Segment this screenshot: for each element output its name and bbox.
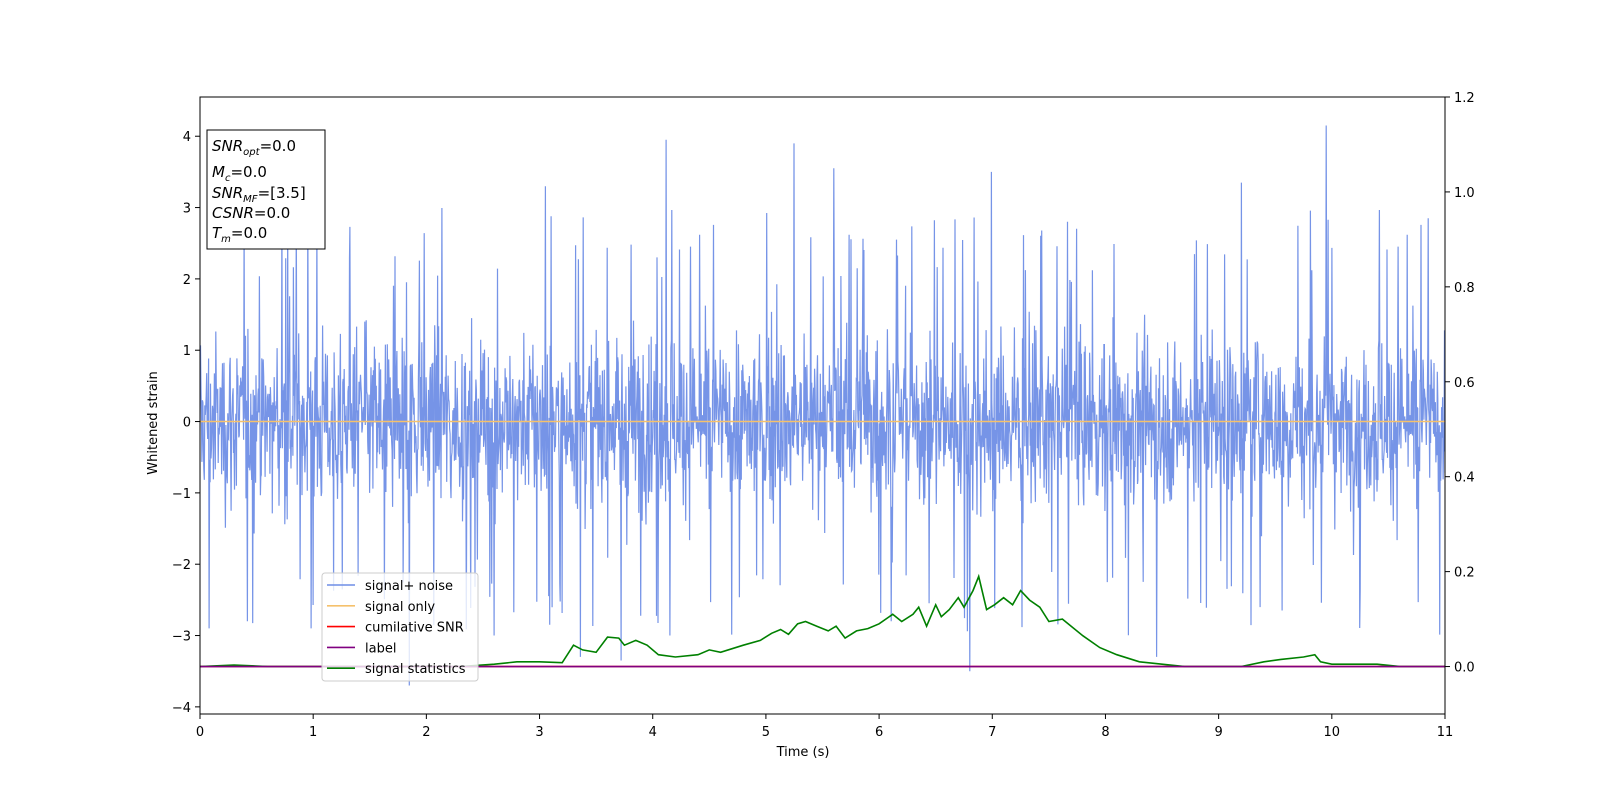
y-axis-label: Whitened strain	[146, 371, 161, 474]
y2-tick-label: 0.4	[1454, 471, 1475, 486]
x-tick-label: 11	[1437, 725, 1454, 740]
x-tick-label: 5	[762, 725, 770, 740]
x-tick-label: 7	[988, 725, 996, 740]
legend-entry-label: label	[365, 641, 396, 656]
legend-entry-label: signal+ noise	[365, 579, 453, 594]
x-tick-label: 1	[309, 725, 317, 740]
legend-entry-label: cumilative SNR	[365, 621, 464, 636]
y2-tick-label: 1.0	[1454, 186, 1475, 201]
y2-tick-label: 0.6	[1454, 376, 1475, 391]
y2-tick-label: 0.0	[1454, 661, 1475, 676]
axes-frame	[199, 96, 1446, 715]
stats-mc: Mc=0.0	[212, 163, 267, 184]
y-tick-label: −3	[172, 630, 191, 645]
legend: signal+ noise signal only cumilative SNR la…	[321, 572, 479, 682]
stats-box: SNRopt=0.0 Mc=0.0 SNRMF=[3.5] CSNR=0.0 T…	[206, 129, 326, 250]
y-tick-label: −1	[172, 487, 191, 502]
x-tick-label: 4	[649, 725, 657, 740]
x-tick-label: 8	[1101, 725, 1109, 740]
legend-entry-label: signal statistics	[365, 662, 466, 677]
x-tick-label: 0	[196, 725, 204, 740]
series-signal-noise-line	[200, 125, 1445, 686]
y-tick-label: −2	[172, 558, 191, 573]
y-tick-label: −4	[172, 701, 191, 716]
x-tick-label: 3	[535, 725, 543, 740]
stats-snr-opt: SNRopt=0.0	[212, 137, 296, 158]
axes: 0 1 2 3 4 5 6 7 8 9 10 11 −4 −3 −2 −1 0 1 2 3 4 0.0 0.2 0.4 0.6 0…	[172, 91, 1475, 740]
y-tick-label: 0	[183, 416, 191, 431]
stats-snr-mf: SNRMF=[3.5]	[212, 184, 306, 205]
stats-csnr: CSNR=0.0	[212, 204, 290, 222]
y2-tick-label: 1.2	[1454, 91, 1475, 106]
x-tick-label: 6	[875, 725, 883, 740]
stats-box-frame	[206, 129, 326, 250]
x-tick-label: 2	[422, 725, 430, 740]
legend-frame	[321, 572, 479, 682]
x-axis-label: Time (s)	[776, 745, 830, 760]
y-tick-label: 1	[183, 344, 191, 359]
y2-tick-label: 0.8	[1454, 281, 1475, 296]
y-tick-label: 3	[183, 202, 191, 217]
legend-entry-label: signal only	[365, 600, 435, 615]
y2-tick-label: 0.2	[1454, 566, 1475, 581]
x-tick-label: 9	[1214, 725, 1222, 740]
stats-tm: Tm=0.0	[212, 224, 267, 245]
x-tick-label: 10	[1324, 725, 1341, 740]
y-tick-label: 4	[183, 130, 191, 145]
y-tick-label: 2	[183, 273, 191, 288]
